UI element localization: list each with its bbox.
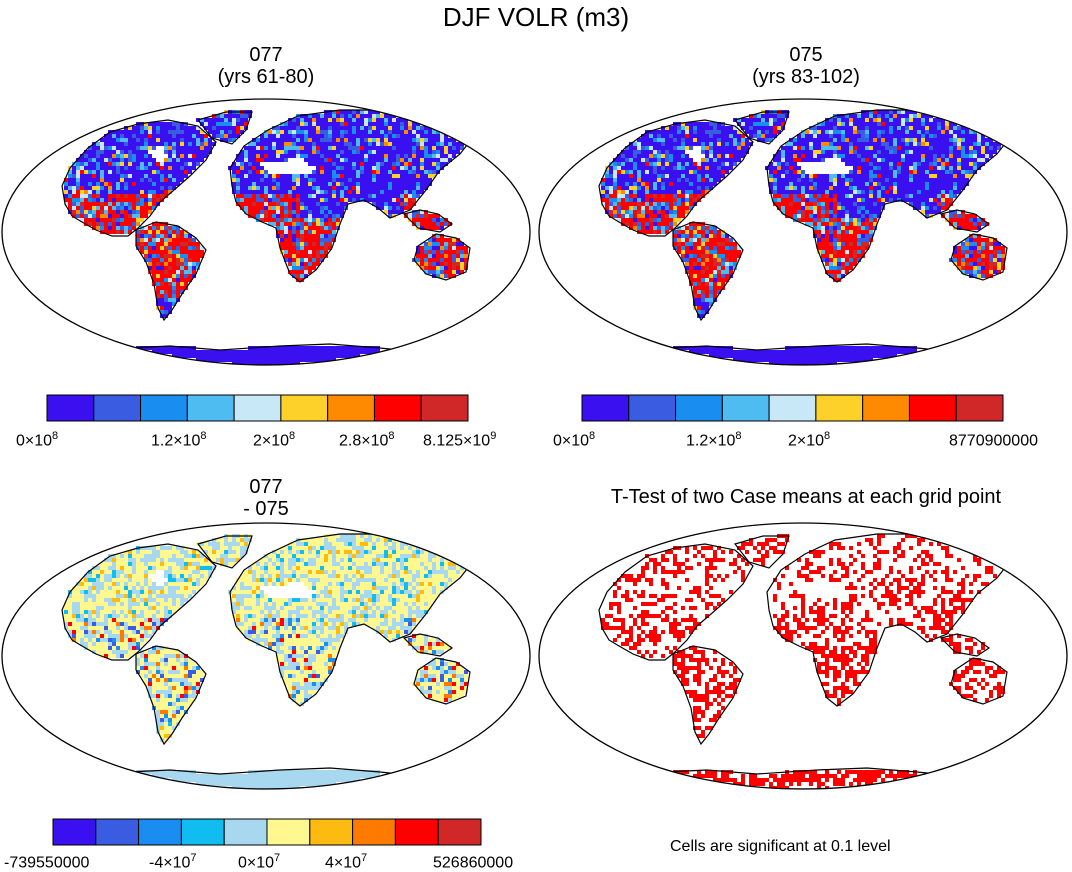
colorbar-box-0 (582, 395, 629, 421)
colorbar-diff (52, 818, 482, 846)
panel-diff-title-line2: - 075 (106, 498, 426, 520)
cb1-label-0: 0×108 (553, 430, 595, 450)
colorbar-box-9 (438, 819, 481, 845)
colorbar-box-3 (181, 819, 224, 845)
colorbar-box-2 (676, 395, 723, 421)
cb2-label-3: 4×107 (325, 852, 367, 872)
colorbar-box-8 (421, 395, 468, 421)
colorbar-box-2 (141, 395, 188, 421)
panel-diff-title-line1: 077 (106, 476, 426, 498)
colorbar-box-5 (816, 395, 863, 421)
cb0-label-3: 2.8×108 (339, 430, 395, 450)
cb0-label-1: 1.2×108 (151, 430, 207, 450)
cb0-label-4: 8.125×109 (423, 430, 496, 450)
cb1-label-1: 1.2×108 (686, 430, 742, 450)
colorbar-box-5 (267, 819, 310, 845)
cb1-label-2: 2×108 (788, 430, 830, 450)
colorbar-box-1 (629, 395, 676, 421)
panel-075-title: 075 (yrs 83-102) (646, 44, 966, 88)
colorbar-box-1 (96, 819, 139, 845)
significance-note: Cells are significant at 0.1 level (670, 838, 891, 856)
colorbar-box-6 (863, 395, 910, 421)
colorbar-box-4 (224, 819, 267, 845)
panel-ttest-title: T-Test of two Case means at each grid po… (540, 486, 1072, 508)
cb2-label-0: -739550000 (4, 852, 89, 872)
colorbar-box-6 (310, 819, 353, 845)
colorbar-box-7 (374, 395, 421, 421)
panel-077-title-line1: 077 (106, 44, 426, 66)
map-ocean (539, 523, 1067, 789)
colorbar-box-0 (53, 819, 96, 845)
cb0-label-2: 2×108 (253, 430, 295, 450)
map-ttest (537, 522, 1069, 790)
colorbar-075 (581, 394, 1004, 422)
cb2-label-2: 0×107 (238, 852, 280, 872)
map-075 (537, 98, 1069, 366)
figure-title: DJF VOLR (m3) (0, 2, 1072, 33)
panel-077-title: 077 (yrs 61-80) (106, 44, 426, 88)
cb2-label-4: 526860000 (433, 852, 513, 872)
colorbar-box-0 (47, 395, 94, 421)
colorbar-box-8 (395, 819, 438, 845)
colorbar-077 (46, 394, 469, 422)
panel-075-title-line1: 075 (646, 44, 966, 66)
cb0-label-0: 0×108 (16, 430, 58, 450)
panel-diff-title: 077 - 075 (106, 476, 426, 520)
map-077 (0, 98, 532, 366)
cb2-label-1: -4×107 (149, 852, 197, 872)
map-diff (0, 522, 532, 790)
colorbar-box-8 (956, 395, 1003, 421)
colorbar-box-7 (353, 819, 396, 845)
colorbar-box-6 (328, 395, 375, 421)
panel-075-title-line2: (yrs 83-102) (646, 66, 966, 88)
colorbar-box-7 (909, 395, 956, 421)
panel-077-title-line2: (yrs 61-80) (106, 66, 426, 88)
colorbar-box-2 (139, 819, 182, 845)
colorbar-box-3 (187, 395, 234, 421)
colorbar-box-4 (769, 395, 816, 421)
colorbar-box-1 (94, 395, 141, 421)
colorbar-box-5 (281, 395, 328, 421)
cb1-label-3: 8770900000 (949, 430, 1038, 450)
colorbar-box-3 (722, 395, 769, 421)
colorbar-box-4 (234, 395, 281, 421)
